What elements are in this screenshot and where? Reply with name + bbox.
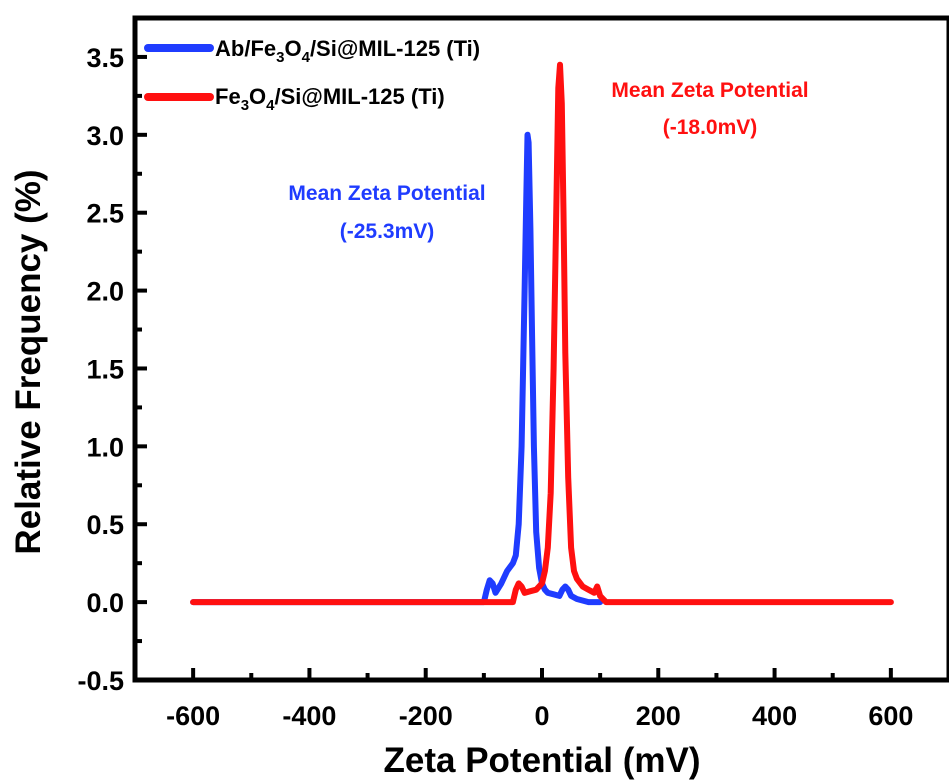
annotation-blue-value: (-25.3mV) <box>340 220 435 243</box>
annotation-blue-title: Mean Zeta Potential <box>288 182 485 205</box>
x-tick-label: -200 <box>399 701 453 731</box>
axis-ticks <box>135 54 893 682</box>
series-line-ab-fe3o4-si-mil125 <box>190 131 604 606</box>
y-tick-label: 2.5 <box>86 199 124 229</box>
annotation-red-value: (-18.0mV) <box>663 116 758 139</box>
tick-labels: -600 -400 -200 0 200 400 600 -0.5 0.0 0.5 1.0 1.5 2.… <box>77 43 913 731</box>
legend-label-ab-fe3o4-si-mil125: Ab/Fe3O4/Si@MIL-125 (Ti) <box>215 36 480 66</box>
y-tick-label: -0.5 <box>77 666 124 696</box>
series-layer <box>190 61 894 606</box>
x-tick-label: -600 <box>166 701 220 731</box>
x-tick-label: 0 <box>534 701 549 731</box>
y-tick-label: 0.0 <box>86 588 124 618</box>
y-tick-label: 3.0 <box>86 121 124 151</box>
y-tick-label: 1.5 <box>86 354 124 384</box>
x-axis-title: Zeta Potential (mV) <box>384 741 701 780</box>
annotation-red-title: Mean Zeta Potential <box>611 79 808 102</box>
legend-label-fe3o4-si-mil125: Fe3O4/Si@MIL-125 (Ti) <box>215 84 445 114</box>
x-tick-label: 200 <box>636 701 681 731</box>
x-tick-label: 400 <box>752 701 797 731</box>
y-tick-label: 1.0 <box>86 432 124 462</box>
y-tick-label: 2.0 <box>86 277 124 307</box>
y-tick-label: 0.5 <box>86 510 124 540</box>
x-tick-label: 600 <box>868 701 913 731</box>
y-axis-title: Relative Frequency (%) <box>9 169 48 554</box>
y-tick-label: 3.5 <box>86 43 124 73</box>
series-line-fe3o4-si-mil125 <box>190 61 894 606</box>
legend: Ab/Fe3O4/Si@MIL-125 (Ti) Fe3O4/Si@MIL-12… <box>144 36 480 114</box>
x-tick-label: -400 <box>282 701 336 731</box>
